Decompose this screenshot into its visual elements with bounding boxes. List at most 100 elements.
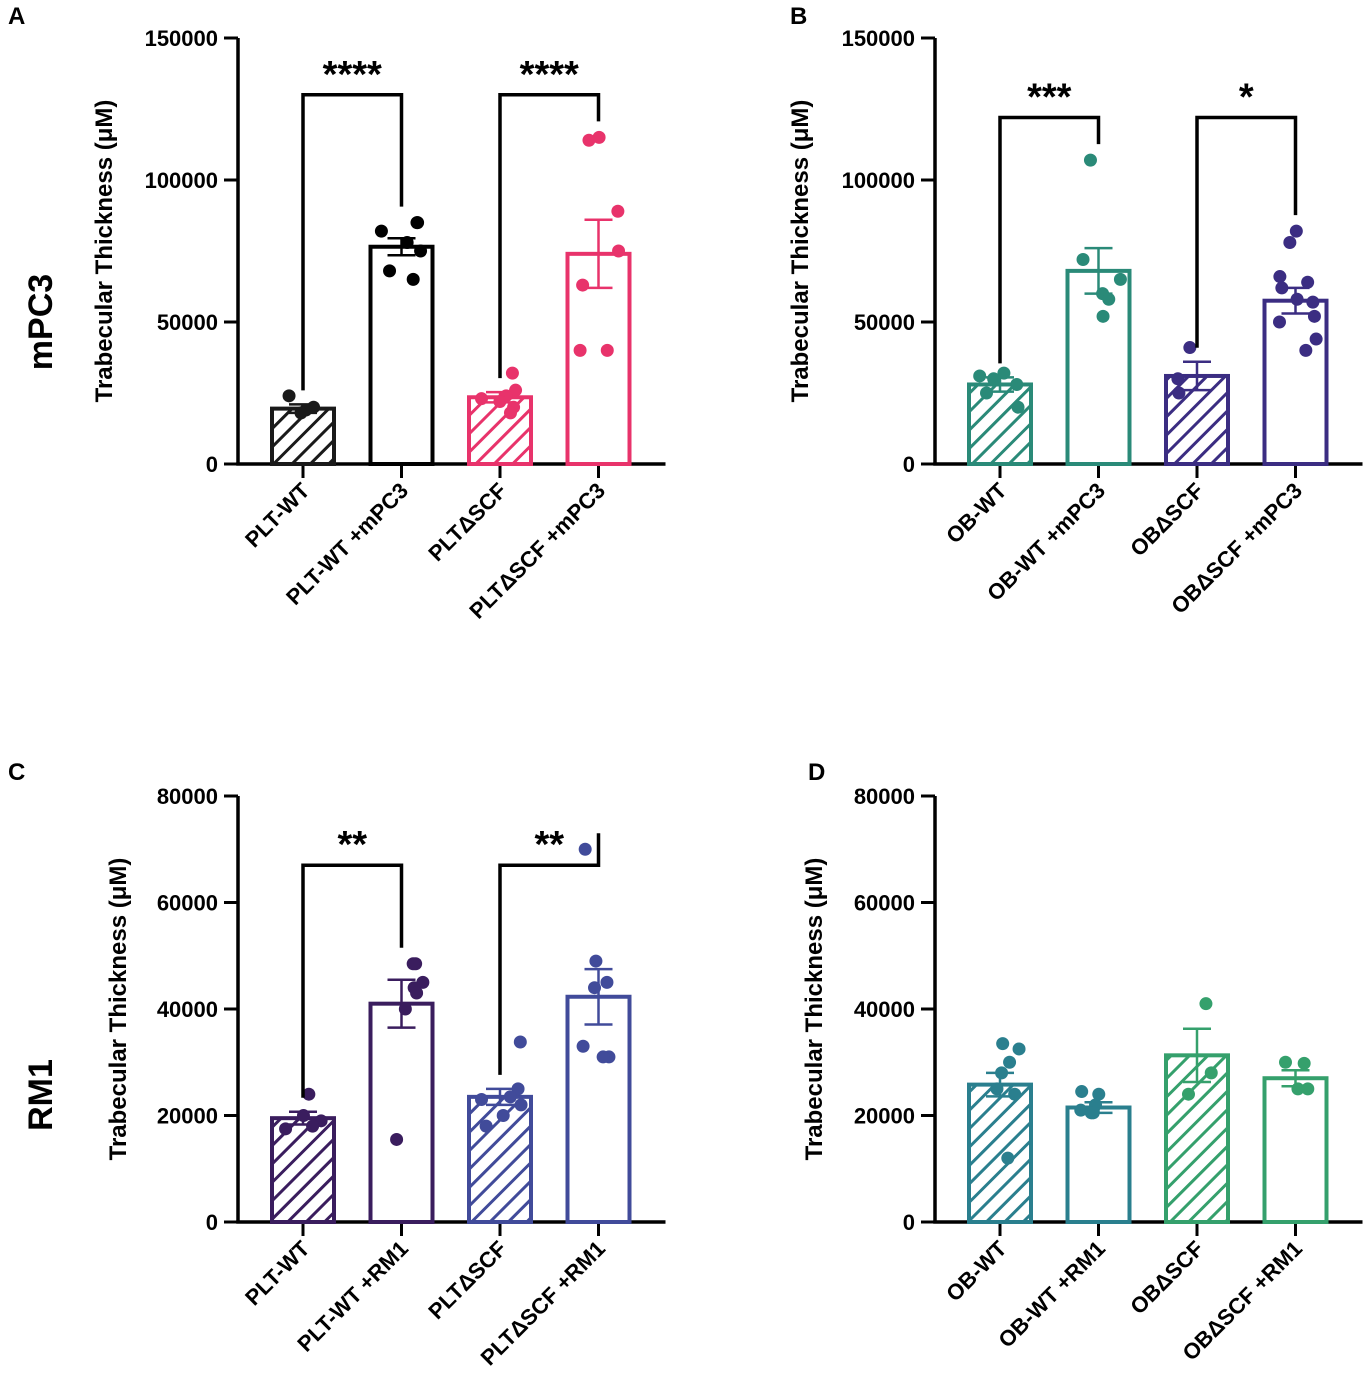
bar: [368, 244, 435, 466]
data-point: [1301, 275, 1315, 289]
data-point: [479, 1119, 493, 1133]
panel-letter: C: [8, 759, 25, 786]
data-point: [1083, 153, 1097, 167]
x-tick-label: PLT-WT: [240, 1235, 315, 1310]
x-tick-label: PLTΔSCF: [423, 478, 511, 566]
data-point: [1283, 235, 1297, 249]
y-tick-label: 40000: [854, 997, 915, 1022]
y-axis-label-prefix: Trabecular Thickness (: [801, 900, 828, 1160]
data-point: [1183, 341, 1197, 355]
data-point: [513, 1035, 527, 1049]
y-tick-label: 0: [206, 452, 218, 477]
y-tick-label: 80000: [157, 784, 218, 809]
panel-b: B Trabecular Thickness (μM) 0 50000 100000 15…: [787, 3, 1363, 619]
y-tick-label: 0: [903, 452, 915, 477]
data-point: [1273, 270, 1287, 284]
data-point: [1075, 1085, 1089, 1099]
y-axis-label-unit-mu: μ: [105, 886, 132, 901]
data-point: [980, 386, 994, 400]
y-axis-label-suffix: M): [91, 100, 118, 128]
significance-label: ****: [323, 54, 382, 96]
data-point: [514, 1098, 528, 1112]
data-point: [1171, 372, 1185, 386]
data-point: [1086, 1106, 1100, 1120]
data-point: [1275, 281, 1289, 295]
significance-label: **: [534, 824, 564, 866]
data-point: [997, 366, 1011, 380]
data-point: [589, 954, 603, 968]
x-tick-label: OB-WT: [941, 1235, 1012, 1306]
y-axis-label-suffix: M): [105, 858, 132, 886]
data-point: [990, 1082, 1004, 1096]
data-point: [582, 133, 596, 147]
y-tick-label: 40000: [157, 997, 218, 1022]
y-axis-label: Trabecular Thickness (μM): [91, 100, 118, 403]
data-point: [1076, 253, 1090, 267]
y-axis-label: Trabecular Thickness (μM): [105, 858, 132, 1161]
significance-bracket: [301, 93, 404, 391]
data-point: [1301, 1082, 1315, 1096]
y-tick-label: 50000: [157, 310, 218, 335]
data-point: [503, 1090, 517, 1104]
data-point: [503, 406, 517, 420]
y-tick-label: 100000: [145, 168, 218, 193]
y-tick-label: 80000: [854, 784, 915, 809]
data-point: [1199, 997, 1213, 1011]
data-point: [1306, 295, 1320, 309]
data-point: [1307, 309, 1321, 323]
data-point: [475, 1093, 489, 1107]
y-tick-label: 150000: [145, 26, 218, 51]
panel-letter: B: [790, 3, 807, 30]
data-point: [600, 343, 614, 357]
data-point: [302, 1087, 316, 1101]
data-point: [294, 406, 308, 420]
data-point: [1113, 272, 1127, 286]
panel-letter: D: [808, 759, 825, 786]
y-tick-label: 20000: [157, 1104, 218, 1129]
bar: [1262, 298, 1329, 467]
data-point: [973, 369, 987, 383]
panel-a: A Trabecular Thickness (μM) 0 50000 100000 15…: [8, 3, 666, 624]
data-point: [410, 986, 424, 1000]
data-point: [612, 244, 626, 258]
data-point: [1290, 292, 1304, 306]
bar: [1262, 1076, 1329, 1224]
significance-label: *: [1239, 77, 1254, 119]
data-point: [576, 278, 590, 292]
data-point: [406, 957, 420, 971]
data-point: [596, 1050, 610, 1064]
data-point: [996, 1037, 1010, 1051]
panel-c: C Trabecular Thickness (μM) 0 20000 40000 600…: [8, 759, 666, 1370]
x-tick-label: OBΔSCF: [1125, 478, 1208, 561]
y-tick-label: 50000: [854, 310, 915, 335]
y-axis-label-unit-mu: μ: [787, 128, 814, 143]
significance-label: ***: [1027, 77, 1072, 119]
bar: [270, 1116, 336, 1224]
bar: [1164, 1053, 1230, 1225]
y-axis-label-prefix: Trabecular Thickness (: [105, 900, 132, 1160]
data-point: [400, 235, 414, 249]
y-tick-label: 0: [206, 1210, 218, 1235]
significance-bracket: [998, 115, 1101, 364]
data-point: [1272, 315, 1286, 329]
data-point: [1204, 1066, 1218, 1080]
data-point: [1297, 1056, 1311, 1070]
data-point: [588, 981, 602, 995]
significance-bracket: [498, 93, 601, 379]
data-point: [282, 389, 296, 403]
data-point: [1289, 224, 1303, 238]
y-axis-label-unit-mu: μ: [801, 886, 828, 901]
data-point: [1012, 1042, 1026, 1056]
data-point: [1092, 1087, 1106, 1101]
y-tick-label: 60000: [157, 891, 218, 916]
y-axis-label: Trabecular Thickness (μM): [801, 858, 828, 1161]
row-label-mpc3: mPC3: [22, 274, 60, 370]
data-point: [1011, 400, 1025, 414]
data-point: [611, 204, 625, 218]
data-point: [406, 272, 420, 286]
data-point: [410, 216, 424, 230]
significance-label: **: [337, 824, 367, 866]
x-tick-label: PLTΔSCF: [423, 1236, 511, 1324]
data-point: [1291, 1082, 1305, 1096]
